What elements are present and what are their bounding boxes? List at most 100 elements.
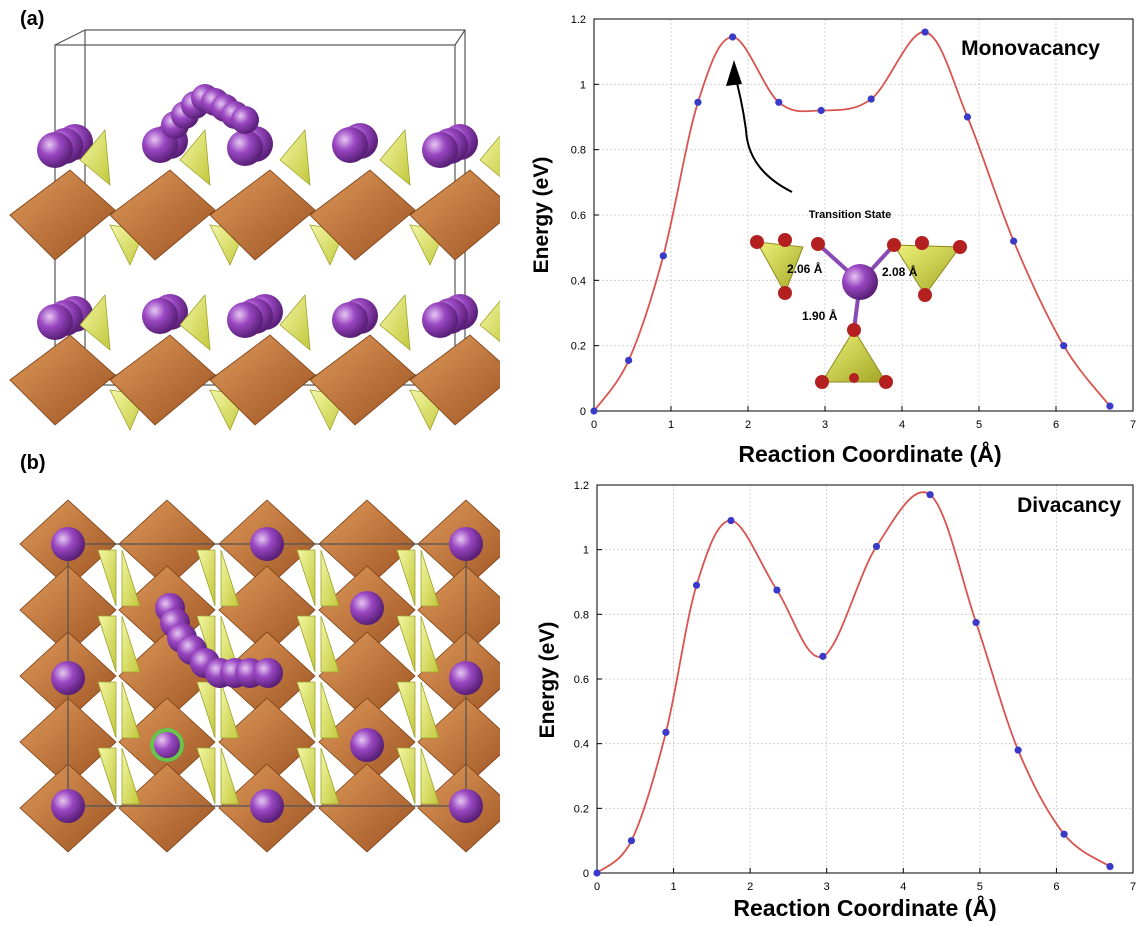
atom <box>332 127 368 163</box>
atom <box>422 132 458 168</box>
bond-length-1: 2.06 Å <box>787 261 823 276</box>
tetrahedron <box>420 549 440 607</box>
tetrahedron <box>296 747 316 805</box>
tetrahedron <box>396 549 416 607</box>
tetrahedron <box>396 615 416 673</box>
data-point <box>727 516 735 525</box>
tetrahedron <box>97 747 117 805</box>
octahedron <box>109 334 216 426</box>
tetrahedron <box>320 549 340 607</box>
cell-atoms <box>51 527 483 823</box>
x-tick-label: 5 <box>976 419 982 431</box>
y-tick-label: 0.8 <box>574 609 589 621</box>
y-tick-label: 0.6 <box>571 210 586 222</box>
plot-area-border <box>593 18 1134 412</box>
octahedron <box>318 763 416 853</box>
energy-chart-monovacancy: 0 1 2 3 4 5 6 7 0 0.2 0.4 0.6 0.8 1 1.2 Monovacancy R… <box>530 14 1136 467</box>
data-point <box>819 652 827 660</box>
y-axis-label: Energy (eV) <box>530 157 553 274</box>
x-tick-label: 2 <box>745 419 751 431</box>
octahedron <box>109 169 216 261</box>
tetrahedron <box>279 129 311 186</box>
data-point <box>926 491 934 499</box>
data-point <box>659 252 667 260</box>
bond-length-3: 1.90 Å <box>802 308 838 323</box>
central-atom <box>842 264 878 300</box>
tetrahedron <box>320 747 340 805</box>
inset-label: Transition State <box>809 209 892 221</box>
atom <box>422 302 458 338</box>
tetrahedron <box>479 300 500 343</box>
data-point <box>694 98 702 106</box>
tetrahedron <box>97 615 117 673</box>
tetrahedron <box>396 747 416 805</box>
tetrahedron <box>396 681 416 739</box>
atom <box>250 527 284 561</box>
y-tick-label: 0.6 <box>574 674 589 686</box>
crystal-structure-side-view <box>9 29 500 431</box>
x-tick-label: 7 <box>1130 881 1136 893</box>
data-point <box>590 407 598 415</box>
octahedron <box>309 334 416 426</box>
tetrahedron <box>179 129 211 186</box>
octahedron <box>409 169 500 261</box>
atom <box>250 789 284 823</box>
atom <box>332 302 368 338</box>
atom <box>449 661 483 695</box>
tetrahedron <box>97 549 117 607</box>
y-tick-label: 1 <box>580 79 586 91</box>
transition-state-inset: Transition State 2.06 Å 2.08 Å 1.90 Å <box>726 60 967 389</box>
oxygen-atom <box>778 233 792 247</box>
atom <box>37 132 73 168</box>
atom <box>350 591 384 625</box>
data-point <box>729 33 737 41</box>
x-tick-label: 4 <box>900 881 906 893</box>
data-point <box>1060 830 1068 838</box>
y-tick-label: 0.2 <box>574 803 589 815</box>
y-tick-label: 0 <box>580 406 586 418</box>
oxygen-atom <box>953 240 967 254</box>
panel-label-a: (a) <box>20 8 45 30</box>
octahedron <box>9 169 116 261</box>
oxygen-atom <box>918 288 932 302</box>
data-point <box>1060 342 1068 350</box>
tetrahedron <box>220 747 240 805</box>
y-tick-label: 0.8 <box>571 145 586 157</box>
oxygen-atom <box>887 238 901 252</box>
atom <box>227 130 263 166</box>
tetrahedron <box>420 681 440 739</box>
polyhedra-layer-upper <box>9 129 500 266</box>
data-point <box>1106 862 1114 871</box>
x-axis-label: Reaction Coordinate (Å) <box>733 894 996 921</box>
arrow-head <box>726 60 742 86</box>
atom-row-middle <box>37 294 478 340</box>
tetrahedron <box>121 549 141 607</box>
data-point <box>1010 237 1018 245</box>
data-point <box>867 95 875 103</box>
y-tick-label: 1.2 <box>574 480 589 492</box>
polyhedra-layer-lower <box>9 294 500 431</box>
x-tick-label: 1 <box>668 419 674 431</box>
tetrahedron <box>97 681 117 739</box>
tetrahedron <box>220 549 240 607</box>
y-tick-label: 0 <box>583 868 589 880</box>
x-tick-label: 0 <box>591 419 597 431</box>
tetrahedron <box>320 615 340 673</box>
y-tick-label: 0.2 <box>571 341 586 353</box>
x-tick-label: 3 <box>822 419 828 431</box>
y-tick-labels: 0 0.2 0.4 0.6 0.8 1 1.2 <box>574 480 589 880</box>
atom <box>350 728 384 762</box>
oxygen-atom <box>879 375 893 389</box>
oxygen-atom <box>750 235 764 249</box>
atom <box>227 302 263 338</box>
chart-title: Divacancy <box>1017 494 1121 517</box>
atom <box>51 661 85 695</box>
y-axis-label: Energy (eV) <box>536 622 559 739</box>
diffusion-path-atoms <box>161 84 259 139</box>
y-tick-label: 0.4 <box>571 275 586 287</box>
data-point <box>775 98 783 106</box>
tetrahedron <box>320 681 340 739</box>
x-tick-label: 5 <box>977 881 983 893</box>
atom <box>150 728 184 762</box>
y-tick-labels: 0 0.2 0.4 0.6 0.8 1 1.2 <box>571 14 586 418</box>
